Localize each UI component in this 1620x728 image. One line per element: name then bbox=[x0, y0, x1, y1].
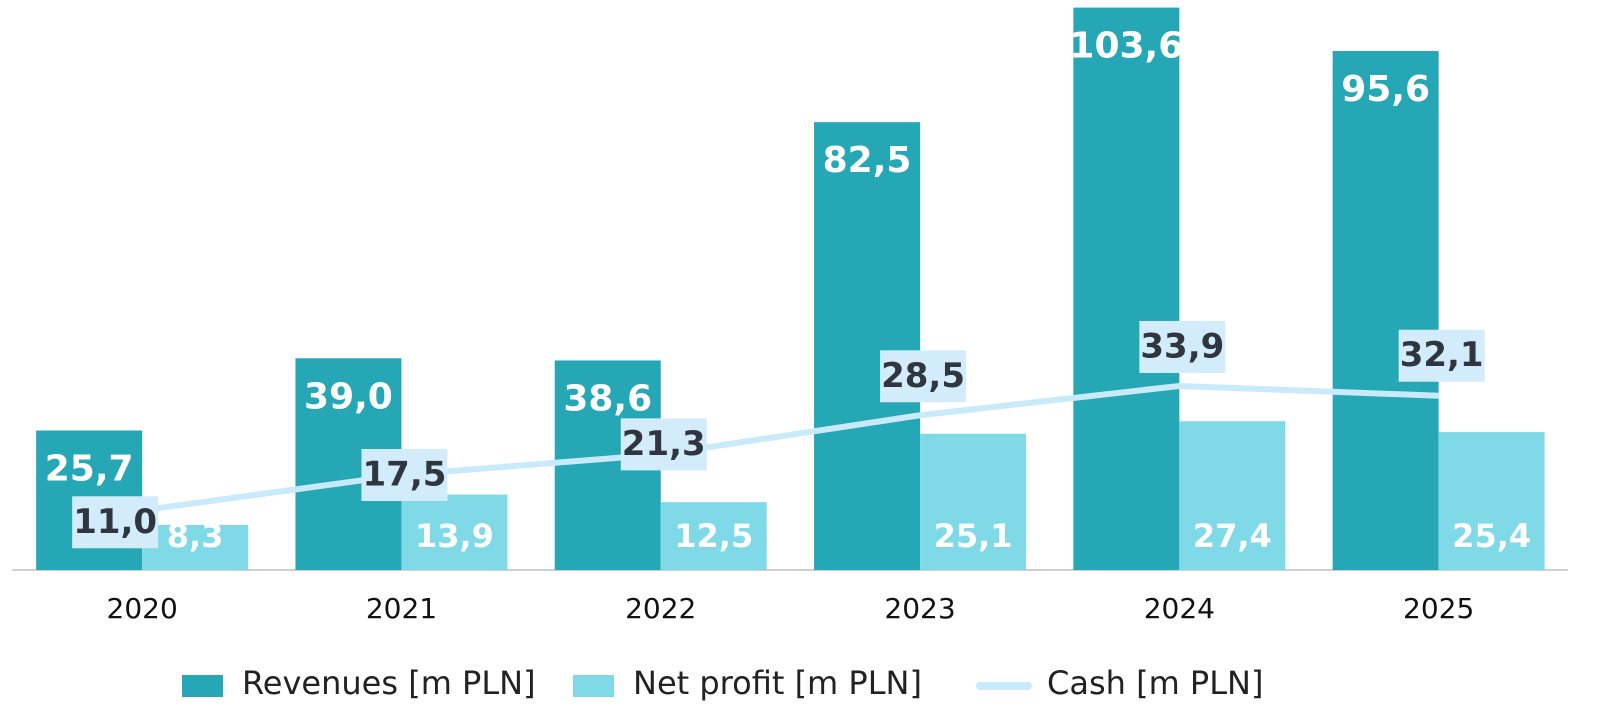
bar bbox=[1438, 432, 1545, 570]
legend-label: Revenues [m PLN] bbox=[242, 664, 536, 702]
x-tick-label: 2022 bbox=[625, 592, 696, 625]
x-tick-label: 2020 bbox=[107, 592, 178, 625]
bar bbox=[142, 524, 249, 570]
value-label-box bbox=[361, 449, 448, 501]
x-tick-label: 2024 bbox=[1144, 592, 1215, 625]
value-label: 82,5 bbox=[823, 140, 912, 181]
value-label: 21,3 bbox=[622, 424, 706, 464]
value-label: 38,6 bbox=[563, 378, 652, 419]
value-label: 95,6 bbox=[1341, 69, 1430, 110]
legend-label: Cash [m PLN] bbox=[1047, 664, 1263, 702]
value-label-box bbox=[620, 418, 707, 471]
value-label-box bbox=[880, 350, 967, 403]
value-label: 27,4 bbox=[1193, 517, 1272, 555]
value-label-box bbox=[72, 496, 159, 549]
value-label: 103,6 bbox=[1069, 26, 1183, 67]
legend-swatch bbox=[182, 675, 223, 697]
value-label-box bbox=[1398, 329, 1485, 382]
value-label: 33,9 bbox=[1140, 326, 1224, 366]
value-label: 8,3 bbox=[167, 517, 224, 555]
x-tick-label: 2023 bbox=[884, 592, 955, 625]
value-label: 12,5 bbox=[674, 517, 753, 555]
bar bbox=[1332, 51, 1439, 571]
line bbox=[141, 382, 1439, 514]
value-label: 13,9 bbox=[415, 517, 494, 555]
value-label: 39,0 bbox=[304, 376, 393, 417]
legend-label: Net profit [m PLN] bbox=[633, 664, 922, 702]
value-label: 28,5 bbox=[881, 356, 965, 396]
value-label-box bbox=[1139, 320, 1226, 373]
value-label: 25,7 bbox=[45, 448, 134, 489]
x-tick-label: 2025 bbox=[1403, 592, 1474, 625]
legend-swatch bbox=[573, 675, 614, 697]
x-tick-label: 2021 bbox=[366, 592, 437, 625]
bar bbox=[1179, 421, 1286, 570]
value-label: 11,0 bbox=[73, 502, 157, 542]
value-label: 25,4 bbox=[1452, 517, 1531, 555]
bar bbox=[401, 494, 508, 570]
value-label: 32,1 bbox=[1400, 335, 1484, 375]
bar bbox=[660, 502, 767, 570]
value-label: 25,1 bbox=[934, 517, 1013, 555]
value-label: 17,5 bbox=[363, 455, 447, 495]
bar bbox=[920, 433, 1027, 570]
bar bbox=[814, 122, 921, 571]
bar bbox=[1073, 7, 1180, 571]
